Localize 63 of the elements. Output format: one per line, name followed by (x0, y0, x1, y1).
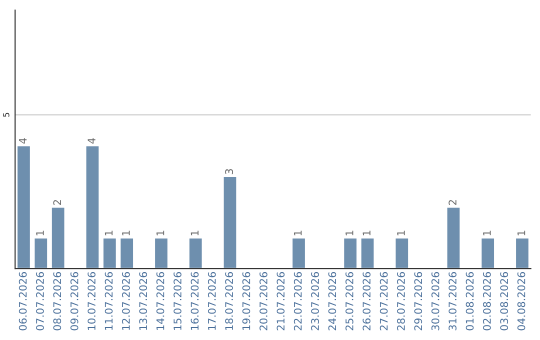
x-tick-label: 31.07.2026 (448, 272, 456, 330)
x-tick-label: 09.07.2026 (70, 272, 78, 330)
x-tick-label: 03.08.2026 (500, 272, 508, 330)
data-label: 1 (104, 230, 113, 236)
x-tick-label: 12.07.2026 (122, 272, 130, 330)
x-tick-label: 16.07.2026 (190, 272, 199, 330)
bar (446, 206, 462, 269)
data-label: 1 (36, 230, 44, 236)
x-tick-label: 13.07.2026 (139, 272, 148, 330)
x-tick-label: 08.07.2026 (53, 272, 62, 330)
x-tick-label: 18.07.2026 (225, 272, 234, 330)
bar (16, 144, 32, 269)
x-tick-label: 11.07.2026 (104, 272, 113, 330)
data-label: 2 (448, 200, 456, 205)
x-tick-label: 20.07.2026 (260, 272, 268, 330)
x-tick-label: 22.07.2026 (294, 272, 302, 330)
data-label: 2 (53, 200, 61, 205)
x-tick-label: 10.07.2026 (88, 272, 96, 330)
data-label: 3 (225, 169, 234, 174)
x-tick-label: 02.08.2026 (482, 272, 491, 330)
bar (480, 237, 496, 269)
x-tick-label: 06.07.2026 (18, 272, 27, 330)
x-tick-label: 04.08.2026 (517, 272, 526, 330)
bar (394, 237, 410, 269)
data-label: 1 (518, 230, 526, 236)
bar (342, 237, 358, 269)
x-tick-label: 24.07.2026 (328, 272, 336, 330)
x-tick-label: 26.07.2026 (362, 272, 371, 330)
x-tick-label: 23.07.2026 (311, 272, 319, 330)
bar (360, 237, 376, 269)
x-tick-label: 14.07.2026 (156, 272, 164, 330)
x-tick-label: 07.07.2026 (36, 272, 44, 330)
x-tick-label: 29.07.2026 (414, 272, 422, 330)
bar (154, 237, 169, 269)
x-tick-label: 15.07.2026 (174, 272, 182, 330)
data-label: 1 (483, 230, 491, 236)
data-label: 4 (88, 138, 96, 144)
bar (291, 237, 306, 269)
x-tick-label: 25.07.2026 (345, 272, 354, 330)
bar (119, 237, 134, 269)
x-tick-label: 27.07.2026 (380, 272, 388, 330)
data-label: 1 (362, 230, 370, 236)
x-tick-label: 19.07.2026 (242, 272, 250, 330)
x-tick-label: 28.07.2026 (397, 272, 405, 330)
bar (102, 237, 118, 269)
bar (188, 237, 204, 269)
x-tick-label: 21.07.2026 (276, 272, 285, 330)
data-label: 1 (397, 230, 405, 236)
data-label: 1 (346, 230, 354, 236)
data-label: 1 (190, 230, 198, 236)
x-tick-label: 17.07.2026 (208, 272, 216, 330)
bar (222, 176, 238, 269)
x-tick-label: 01.08.2026 (466, 272, 474, 330)
bar (33, 237, 48, 269)
y-tick-label: 5 (3, 112, 10, 117)
data-label: 1 (156, 230, 164, 236)
bar (514, 237, 530, 269)
data-label: 4 (18, 138, 27, 144)
bar (50, 206, 66, 269)
data-label: 1 (122, 230, 130, 236)
data-label: 1 (294, 230, 302, 236)
x-tick-label: 30.07.2026 (431, 272, 440, 330)
bar (84, 144, 100, 269)
